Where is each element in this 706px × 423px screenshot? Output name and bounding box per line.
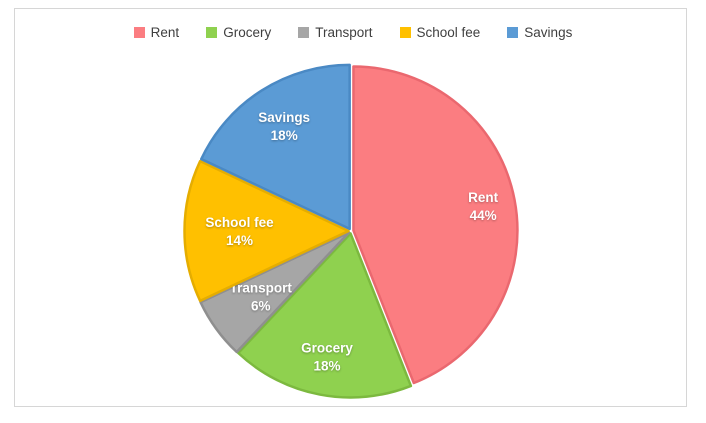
legend-swatch-transport (298, 27, 310, 38)
legend-item-savings: Savings (507, 25, 572, 40)
legend-label-rent: Rent (150, 25, 180, 40)
legend-label-savings: Savings (524, 25, 573, 40)
legend-swatch-savings (507, 27, 519, 38)
pie-slice-school-fee (183, 159, 350, 303)
legend-swatch-rent (133, 27, 145, 38)
legend-label-transport: Transport (315, 25, 373, 40)
legend-item-rent: Rent (133, 25, 180, 40)
legend-swatch-grocery (206, 27, 218, 38)
pie-slice-label-savings: Savings 18% (258, 110, 310, 143)
pie-slice-grocery (237, 232, 413, 399)
pie-slice-transport (199, 231, 351, 354)
pie-slice-label-school-fee: School fee 14% (205, 215, 274, 248)
legend-item-school-fee: School fee (399, 25, 481, 40)
legend-swatch-school-fee (399, 27, 411, 38)
legend-label-grocery: Grocery (223, 25, 272, 40)
legend-item-transport: Transport (298, 25, 373, 40)
pie-slice-label-grocery: Grocery 18% (301, 341, 353, 374)
chart-legend: Rent Grocery Transport School fee Saving… (0, 25, 706, 40)
legend-item-grocery: Grocery (206, 25, 271, 40)
pie-slice-rent (352, 65, 519, 385)
pie-slice-savings (200, 63, 351, 231)
legend-label-school-fee: School fee (416, 25, 481, 40)
pie-slice-label-transport: Transport 6% (230, 281, 293, 314)
pie-slice-label-rent: Rent 44% (468, 190, 499, 223)
